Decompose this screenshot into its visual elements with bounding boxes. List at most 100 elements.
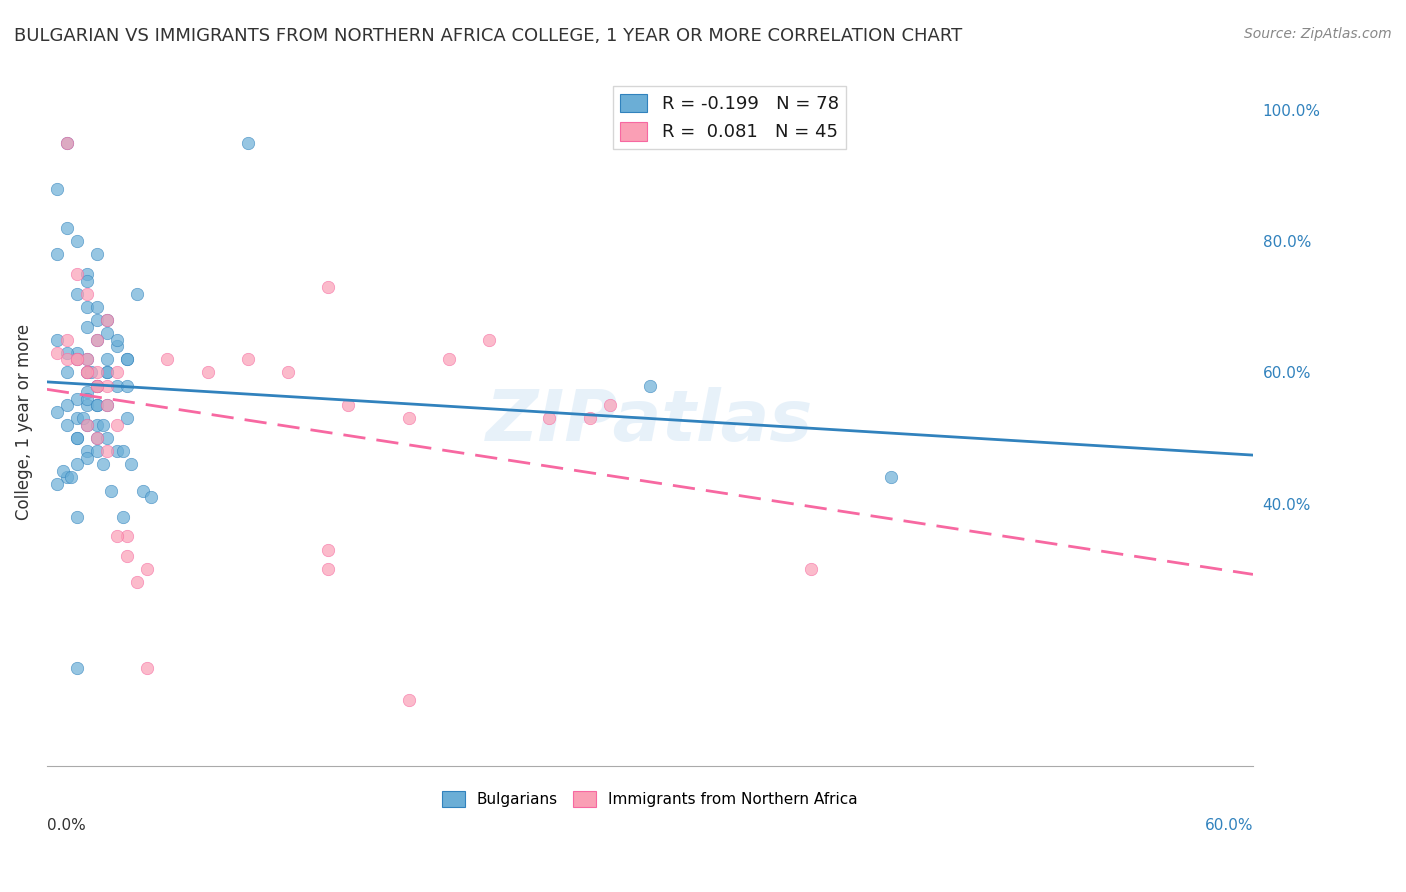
Point [117, 352, 139, 367]
Point [318, 280, 340, 294]
Point [56, 221, 79, 235]
Point [86, 378, 108, 392]
Point [197, 366, 219, 380]
Point [105, 529, 128, 543]
Point [66, 392, 89, 406]
Y-axis label: College, 1 year or more: College, 1 year or more [15, 324, 32, 520]
Point [318, 562, 340, 576]
Point [105, 417, 128, 432]
Point [86, 313, 108, 327]
Point [86, 417, 108, 432]
Point [76, 450, 98, 465]
Point [76, 300, 98, 314]
Point [86, 333, 108, 347]
Point [96, 431, 118, 445]
Point [86, 431, 108, 445]
Point [91, 417, 114, 432]
Point [398, 693, 420, 707]
Point [105, 333, 128, 347]
Point [96, 313, 118, 327]
Point [66, 267, 89, 281]
Point [66, 431, 89, 445]
Point [96, 378, 118, 392]
Point [66, 509, 89, 524]
Point [76, 444, 98, 458]
Point [437, 352, 460, 367]
Point [86, 247, 108, 261]
Point [45, 247, 67, 261]
Point [86, 300, 108, 314]
Point [880, 470, 903, 484]
Point [96, 366, 118, 380]
Point [56, 470, 79, 484]
Point [599, 398, 621, 412]
Point [76, 352, 98, 367]
Point [136, 562, 159, 576]
Point [236, 136, 259, 150]
Point [76, 319, 98, 334]
Point [141, 490, 163, 504]
Point [76, 286, 98, 301]
Point [56, 417, 79, 432]
Point [478, 333, 501, 347]
Point [66, 352, 89, 367]
Point [76, 366, 98, 380]
Point [117, 549, 139, 563]
Point [800, 562, 823, 576]
Point [112, 509, 135, 524]
Point [96, 352, 118, 367]
Point [66, 346, 89, 360]
Point [66, 431, 89, 445]
Text: BULGARIAN VS IMMIGRANTS FROM NORTHERN AFRICA COLLEGE, 1 YEAR OR MORE CORRELATION: BULGARIAN VS IMMIGRANTS FROM NORTHERN AF… [14, 27, 962, 45]
Point [45, 405, 67, 419]
Point [136, 660, 159, 674]
Point [76, 417, 98, 432]
Point [56, 136, 79, 150]
Point [96, 366, 118, 380]
Point [638, 378, 661, 392]
Point [66, 411, 89, 425]
Text: Source: ZipAtlas.com: Source: ZipAtlas.com [1244, 27, 1392, 41]
Point [117, 529, 139, 543]
Point [66, 235, 89, 249]
Point [66, 286, 89, 301]
Point [45, 477, 67, 491]
Point [96, 398, 118, 412]
Point [45, 333, 67, 347]
Text: 0.0%: 0.0% [46, 818, 86, 832]
Point [337, 398, 360, 412]
Point [156, 352, 179, 367]
Point [105, 366, 128, 380]
Point [56, 333, 79, 347]
Point [117, 411, 139, 425]
Point [45, 346, 67, 360]
Point [66, 352, 89, 367]
Point [66, 352, 89, 367]
Point [120, 457, 142, 471]
Point [45, 182, 67, 196]
Point [76, 398, 98, 412]
Point [132, 483, 155, 498]
Point [398, 411, 420, 425]
Point [76, 366, 98, 380]
Point [56, 346, 79, 360]
Point [96, 326, 118, 340]
Point [96, 398, 118, 412]
Point [117, 378, 139, 392]
Text: ZIPatlas: ZIPatlas [486, 387, 814, 456]
Point [76, 385, 98, 400]
Point [127, 286, 149, 301]
Point [277, 366, 299, 380]
Point [105, 339, 128, 353]
Legend: Bulgarians, Immigrants from Northern Africa: Bulgarians, Immigrants from Northern Afr… [436, 785, 865, 814]
Point [318, 542, 340, 557]
Point [76, 392, 98, 406]
Point [117, 352, 139, 367]
Point [127, 575, 149, 590]
Point [86, 398, 108, 412]
Point [86, 378, 108, 392]
Text: 60.0%: 60.0% [1205, 818, 1253, 832]
Point [112, 444, 135, 458]
Point [76, 267, 98, 281]
Point [56, 366, 79, 380]
